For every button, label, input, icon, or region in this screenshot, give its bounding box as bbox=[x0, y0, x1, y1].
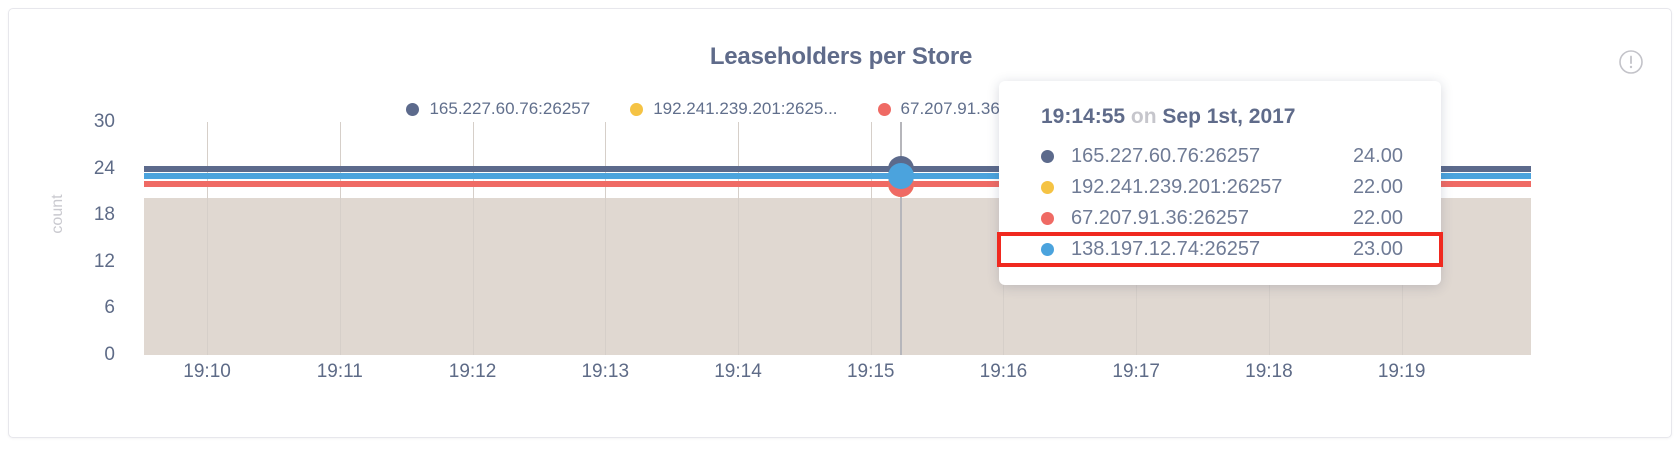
legend-item-label: 192.241.239.201:2625... bbox=[653, 99, 838, 118]
hover-crosshair bbox=[899, 122, 902, 355]
page-title: Leaseholders per Store bbox=[709, 43, 973, 70]
hover-point bbox=[887, 163, 914, 190]
legend-item[interactable]: 165.227.60.76:26257 bbox=[406, 99, 590, 119]
y-tick-label: 12 bbox=[93, 250, 115, 272]
x-tick-label: 19:11 bbox=[316, 361, 363, 382]
x-tick-label: 19:10 bbox=[183, 361, 231, 382]
tooltip-series-value: 23.00 bbox=[1352, 238, 1403, 260]
x-tick-label: 19:15 bbox=[846, 361, 895, 382]
x-tick-label: 19:13 bbox=[581, 361, 630, 382]
x-tick-label: 19:16 bbox=[979, 361, 1028, 382]
tooltip-timestamp: 19:14:55 on Sep 1st, 2017 bbox=[999, 99, 1441, 141]
legend-swatch-icon bbox=[630, 102, 644, 116]
y-tick-label: 6 bbox=[104, 297, 115, 319]
y-tick-label: 18 bbox=[93, 204, 115, 226]
tooltip-date-value: Sep 1st, 2017 bbox=[1162, 105, 1296, 128]
tooltip-series-swatch-icon bbox=[1041, 150, 1054, 163]
tooltip-series-label: 67.207.91.36:26257 bbox=[1071, 207, 1249, 229]
tooltip-on-word: on bbox=[1125, 105, 1163, 128]
x-gridline bbox=[605, 122, 607, 355]
tooltip-rows: 165.227.60.76:26257 24.00 192.241.239.201:… bbox=[997, 141, 1443, 267]
x-gridline bbox=[738, 122, 739, 355]
legend-swatch-icon bbox=[877, 102, 891, 116]
tooltip-series-swatch-icon bbox=[1041, 212, 1054, 225]
tooltip-series-value: 24.00 bbox=[1352, 145, 1403, 167]
x-gridline bbox=[870, 122, 872, 355]
legend-swatch-icon bbox=[406, 102, 420, 116]
x-tick-label: 19:12 bbox=[448, 361, 497, 382]
x-gridline bbox=[207, 122, 209, 355]
x-tick-label: 19:18 bbox=[1245, 361, 1293, 382]
y-tick-label: 30 bbox=[93, 111, 115, 132]
tooltip-series-swatch-icon bbox=[1041, 243, 1054, 256]
x-gridline bbox=[339, 122, 341, 355]
chart-card: Leaseholders per Store 165.227.60.76:262… bbox=[8, 8, 1672, 438]
tooltip-row: 138.197.12.74:26257 23.00 bbox=[997, 232, 1443, 267]
x-tick-label: 19:14 bbox=[714, 361, 762, 382]
y-tick-label: 0 bbox=[104, 344, 115, 365]
tooltip-series-swatch-icon bbox=[1041, 181, 1054, 194]
tooltip-row: 165.227.60.76:26257 24.00 bbox=[999, 141, 1441, 172]
series-line bbox=[144, 165, 1531, 172]
y-tick-label: 24 bbox=[93, 157, 115, 179]
tooltip-series-label: 165.227.60.76:26257 bbox=[1071, 145, 1261, 167]
chart-tooltip: 19:14:55 on Sep 1st, 2017 165.227.60.76:… bbox=[997, 81, 1443, 285]
x-tick-label: 19:17 bbox=[1112, 361, 1160, 382]
legend-item[interactable]: 192.241.239.201:2625... bbox=[630, 99, 838, 119]
x-tick-label: 19:19 bbox=[1377, 361, 1426, 382]
tooltip-series-value: 22.00 bbox=[1352, 207, 1403, 229]
tooltip-row: 192.241.239.201:26257 22.00 bbox=[999, 172, 1441, 203]
series-line bbox=[144, 181, 1531, 188]
tooltip-series-value: 22.00 bbox=[1352, 176, 1403, 198]
tooltip-time-value: 19:14:55 bbox=[1041, 105, 1126, 128]
tooltip-row: 67.207.91.36:26257 22.00 bbox=[999, 203, 1441, 234]
tooltip-series-label: 138.197.12.74:26257 bbox=[1071, 238, 1261, 260]
x-gridline bbox=[472, 122, 474, 355]
tooltip-series-label: 192.241.239.201:26257 bbox=[1071, 176, 1283, 198]
info-circle-icon[interactable] bbox=[1618, 49, 1644, 75]
legend-item-label: 165.227.60.76:26257 bbox=[429, 99, 591, 118]
series-line bbox=[144, 173, 1531, 180]
